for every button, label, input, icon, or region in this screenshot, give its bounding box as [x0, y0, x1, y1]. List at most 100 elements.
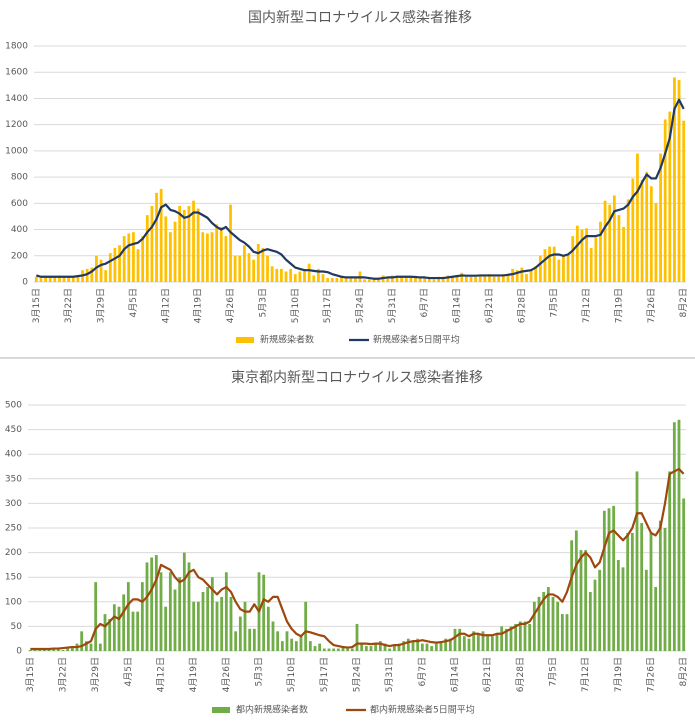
bar: [336, 648, 340, 651]
bar: [599, 221, 602, 282]
x-tick-label: 5月10日: [286, 657, 297, 692]
bar: [262, 574, 266, 651]
bar: [159, 572, 163, 651]
bar: [663, 528, 667, 651]
bar: [378, 641, 382, 651]
x-tick-label: 4月19日: [193, 288, 204, 323]
bar: [538, 255, 542, 282]
bar: [308, 641, 312, 651]
bar: [682, 120, 686, 282]
bar: [224, 236, 228, 282]
y-tick-label: 150: [5, 573, 22, 583]
bar: [658, 520, 662, 651]
bar: [39, 278, 43, 282]
bar: [118, 245, 121, 282]
bar: [247, 253, 251, 282]
bar: [113, 247, 117, 282]
x-tick-label: 7月5日: [549, 288, 560, 317]
bar: [44, 276, 47, 282]
bar: [131, 611, 135, 651]
bar: [570, 540, 574, 651]
x-tick-label: 8月2日: [678, 657, 689, 686]
bar: [192, 200, 195, 282]
bar: [248, 628, 252, 651]
bar: [206, 233, 209, 282]
bar: [560, 614, 564, 651]
bar: [270, 266, 274, 282]
bar: [150, 557, 154, 651]
bar: [330, 278, 334, 282]
bar: [164, 606, 168, 651]
bar: [472, 631, 476, 651]
bar: [488, 274, 491, 282]
bar: [304, 601, 308, 651]
bar: [136, 249, 140, 282]
bar: [460, 272, 464, 282]
y-tick-label: 250: [5, 524, 22, 534]
bar: [210, 577, 214, 651]
bar: [668, 471, 672, 651]
bar: [80, 631, 84, 651]
bar: [588, 591, 592, 651]
x-tick-label: 7月19日: [613, 288, 624, 323]
bar: [668, 111, 672, 282]
x-tick-label: 7月19日: [613, 657, 624, 692]
bar: [462, 636, 466, 651]
bar: [104, 270, 108, 282]
bar: [386, 278, 390, 282]
bar: [439, 641, 443, 651]
bar: [631, 178, 635, 282]
bar: [528, 623, 532, 651]
bar: [108, 619, 112, 651]
bar: [355, 623, 359, 651]
bar: [446, 275, 450, 282]
bar: [312, 275, 316, 282]
bar: [395, 278, 399, 282]
bar: [67, 276, 71, 282]
bar: [406, 638, 410, 651]
bar: [612, 195, 616, 282]
y-tick-label: 400: [11, 225, 28, 235]
bar: [585, 228, 588, 282]
bar: [164, 216, 168, 282]
bar: [206, 587, 210, 651]
chart-title: 東京都内新型コロナウイルス感染者推移: [231, 369, 483, 386]
bar: [322, 648, 326, 651]
bar: [56, 648, 60, 651]
y-tick-label: 0: [16, 647, 22, 657]
bar: [400, 276, 404, 282]
bar: [353, 278, 357, 282]
bar: [117, 606, 121, 651]
y-tick-label: 50: [11, 622, 23, 632]
bar: [617, 215, 621, 282]
bar: [340, 276, 343, 282]
bar: [602, 510, 606, 651]
bar: [70, 646, 74, 651]
bar: [84, 641, 88, 651]
y-tick-label: 500: [5, 401, 22, 411]
bar: [346, 648, 350, 651]
bar: [464, 276, 468, 282]
bar: [256, 243, 260, 282]
bar: [571, 236, 575, 282]
x-tick-label: 5月31日: [384, 657, 395, 692]
bar: [252, 628, 256, 651]
bar: [546, 587, 550, 651]
bar: [182, 209, 186, 282]
x-tick-label: 6月7日: [417, 657, 428, 686]
bar: [293, 274, 297, 282]
bar: [313, 646, 317, 651]
bar: [233, 255, 237, 282]
bar: [552, 246, 556, 282]
bar: [220, 596, 224, 651]
x-tick-label: 5月24日: [352, 657, 363, 692]
bar: [377, 278, 380, 282]
x-tick-label: 3月29日: [90, 657, 101, 692]
bar: [506, 275, 510, 282]
y-tick-label: 800: [11, 173, 28, 183]
bar: [616, 559, 620, 651]
x-tick-label: 5月3日: [254, 657, 265, 686]
bar: [316, 268, 320, 282]
bar: [556, 601, 560, 651]
